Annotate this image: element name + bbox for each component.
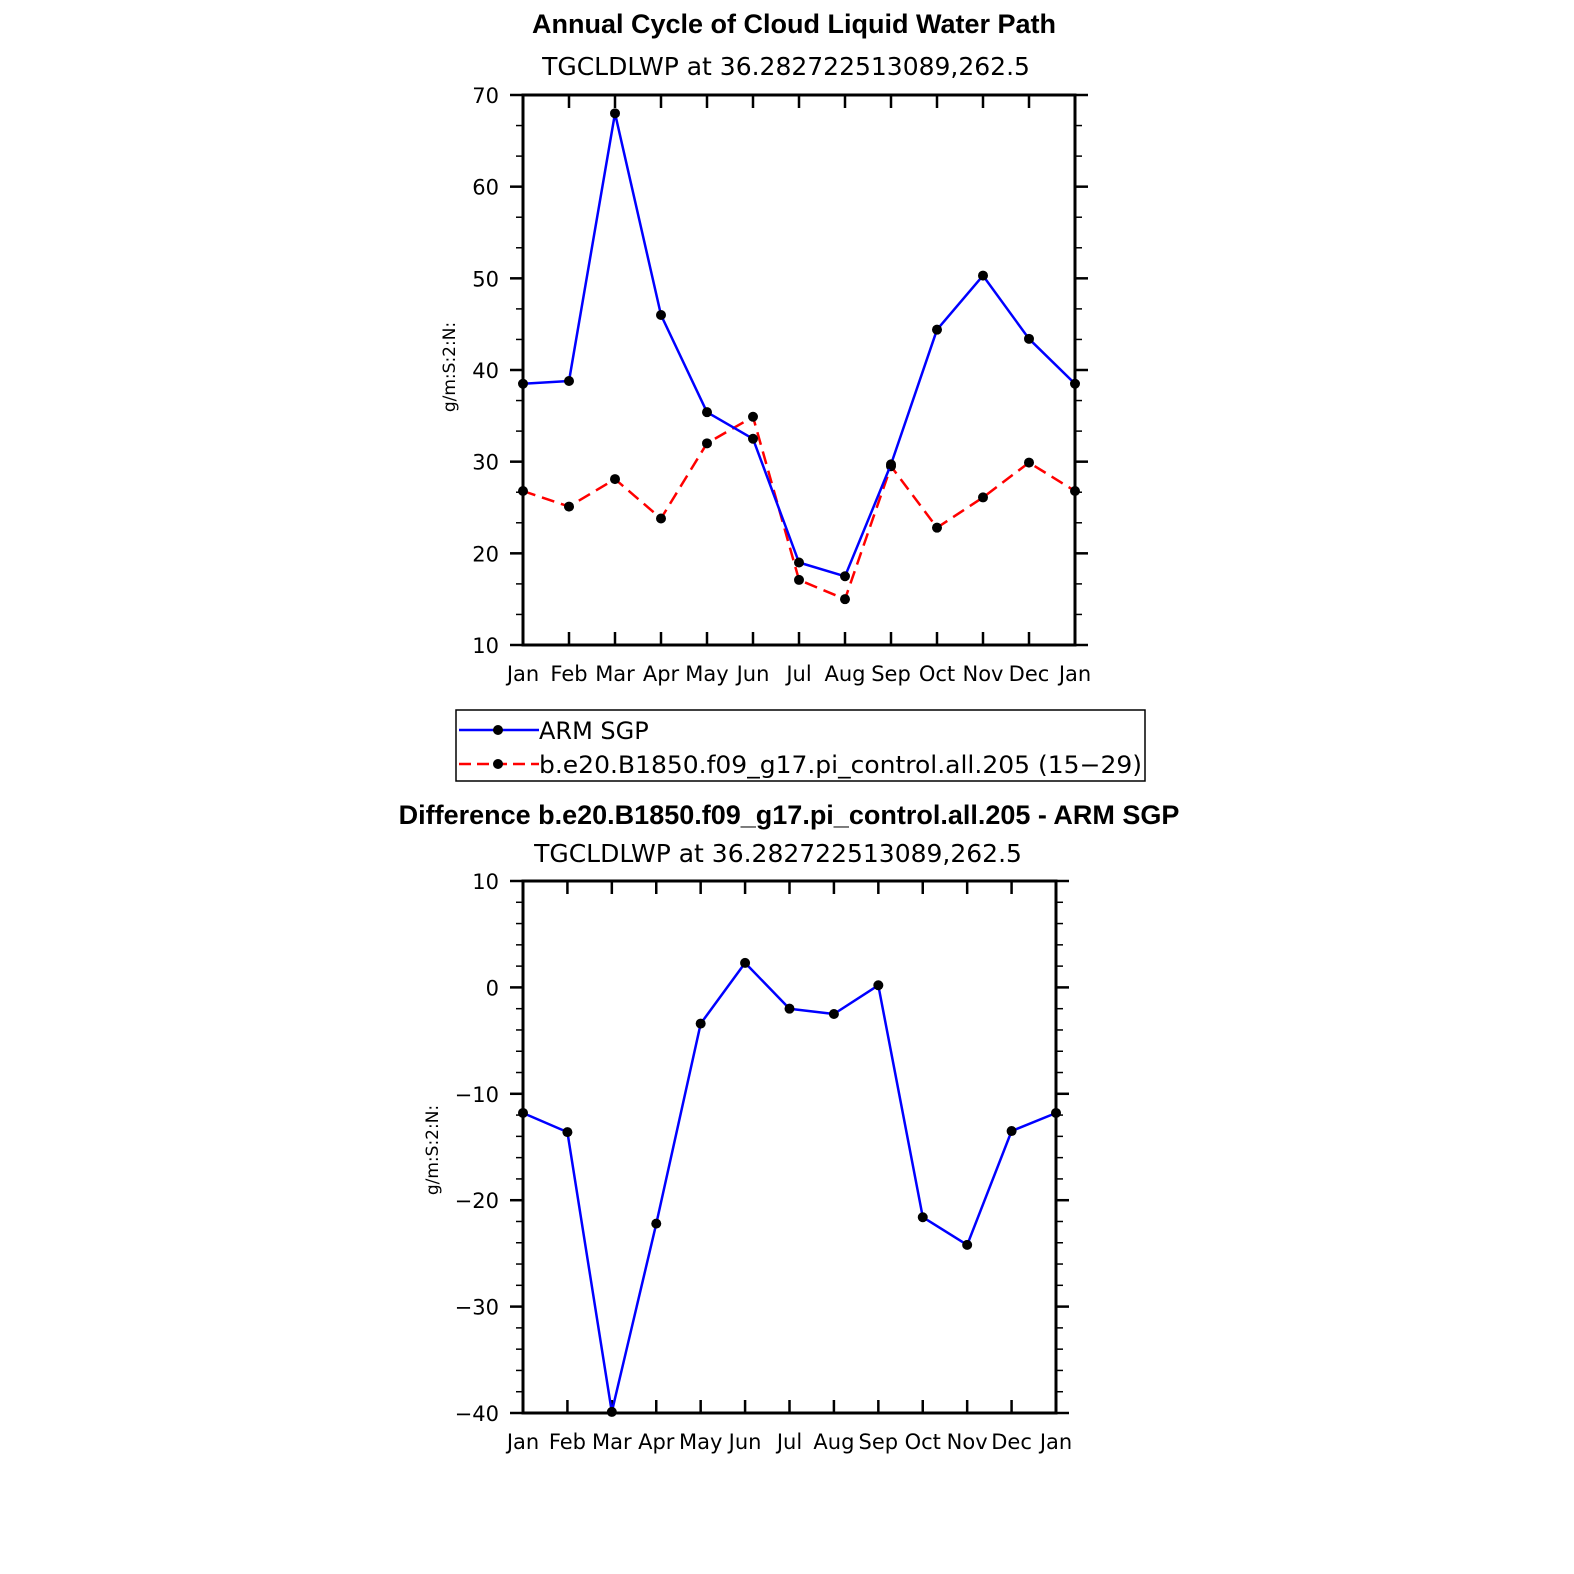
panel1-xtick-label: Mar <box>595 662 635 686</box>
panel2-series-0-point <box>917 1212 928 1223</box>
panel2-series-0-point <box>784 1003 795 1014</box>
panel2-series-0-point <box>1006 1126 1017 1137</box>
panel1-ticks: Jan Feb Mar Apr May Jun Jul Aug Sep Oct Nov Dec Jan1… <box>472 84 1091 686</box>
panel1-series-0-point <box>840 571 850 582</box>
panel1-ylabel: g/m:S:2:N: <box>440 322 460 412</box>
panel2-title: Difference b.e20.B1850.f09_g17.pi_contro… <box>399 800 1180 830</box>
panel1-xtick-label: Jan <box>505 662 539 686</box>
panel2-series-0-point <box>695 1018 706 1029</box>
panel1-ytick-label: 50 <box>472 267 499 291</box>
legend-marker-arm-sgp <box>493 725 503 735</box>
panel1-xtick-label: Feb <box>550 662 587 686</box>
panel2-xtick-label: Sep <box>859 1430 899 1454</box>
panel2-xtick-label: Mar <box>592 1430 632 1454</box>
panel2-xtick-label: Jul <box>775 1430 802 1454</box>
panel2-xtick-label: Feb <box>549 1430 586 1454</box>
panel2-xtick-label: Oct <box>905 1430 941 1454</box>
legend-marker-model <box>493 759 503 769</box>
panel1-series-1-point <box>748 411 758 422</box>
panel2-series-0-point <box>651 1218 662 1229</box>
panel1-series-1-point <box>656 513 666 524</box>
panel2-xtick-label: Jan <box>1038 1430 1072 1454</box>
legend: ARM SGP b.e20.B1850.f09_g17.pi_control.a… <box>455 709 1146 782</box>
panel2-ytick-label: −40 <box>455 1402 499 1426</box>
panel1-ytick-label: 60 <box>472 176 499 200</box>
panel1-xtick-label: May <box>685 662 728 686</box>
panel1-series-0-point <box>564 376 574 386</box>
panel2-xtick-label: May <box>679 1430 722 1454</box>
panel1-xtick-label: Apr <box>643 662 680 686</box>
panel2-ytick-label: −20 <box>455 1189 499 1213</box>
panel1-title: Annual Cycle of Cloud Liquid Water Path <box>532 9 1056 39</box>
panel1-series-0-point <box>748 433 758 444</box>
panel2-ytick-label: −10 <box>455 1083 499 1107</box>
panel1-series-1-point <box>840 594 850 605</box>
panel2-ylabel: g/m:S:2:N: <box>423 1105 443 1195</box>
legend-label-model: b.e20.B1850.f09_g17.pi_control.all.205 (… <box>539 751 1142 779</box>
panel1-ytick-label: 10 <box>472 634 499 658</box>
panel1-series-1-point <box>794 574 804 585</box>
panel1-series-0-point <box>1024 333 1034 344</box>
panel1-xtick-label: Jan <box>1057 662 1091 686</box>
panel2-xtick-label: Apr <box>638 1430 675 1454</box>
panel1-ytick-label: 20 <box>472 542 499 566</box>
legend-item-arm-sgp: ARM SGP <box>459 717 649 745</box>
panel1-xtick-label: Dec <box>1009 662 1050 686</box>
legend-item-model: b.e20.B1850.f09_g17.pi_control.all.205 (… <box>459 751 1142 779</box>
panel1-series-1-point <box>610 474 620 485</box>
panel1-xtick-label: Sep <box>871 662 911 686</box>
panel1-series-0-point <box>978 270 988 281</box>
panel2-series-0-point <box>873 980 884 991</box>
panel1-series-0-point <box>886 459 896 470</box>
panel1-ytick-label: 70 <box>472 84 499 108</box>
legend-box <box>455 709 1146 782</box>
panel2-series-0-point <box>962 1239 973 1250</box>
panel2-ytick-label: 0 <box>486 976 499 1000</box>
panel2-subtitle: TGCLDLWP at 36.282722513089,262.5 <box>533 839 1022 868</box>
panel1-series-1-point <box>702 438 712 449</box>
panel1-series-1-point <box>978 492 988 503</box>
panel2-series-0-point <box>562 1127 573 1138</box>
panel1-xtick-label: Aug <box>824 662 865 686</box>
panel2-xtick-label: Jan <box>505 1430 539 1454</box>
legend-label-arm-sgp: ARM SGP <box>539 717 649 745</box>
panel2-xtick-label: Aug <box>813 1430 854 1454</box>
panel2-xtick-label: Nov <box>947 1430 988 1454</box>
panel1-series-0-point <box>610 108 620 119</box>
panel1-series-1-point <box>564 501 574 512</box>
panel1-xtick-label: Jul <box>784 662 811 686</box>
panel1-series-0-point <box>794 557 804 568</box>
panel1-xtick-label: Oct <box>919 662 955 686</box>
annual-cycle-panel: Annual Cycle of Cloud Liquid Water Path … <box>440 9 1091 686</box>
panel1-ytick-label: 40 <box>472 359 499 383</box>
panel1-series <box>518 108 1080 605</box>
panel1-plot-frame <box>521 93 1077 647</box>
panel1-series-0-point <box>702 407 712 418</box>
panel1-xtick-label: Jun <box>735 662 770 686</box>
panel1-series-0-point <box>932 324 942 335</box>
panel1-series-1-point <box>1024 457 1034 468</box>
panel2-plot-frame <box>521 879 1058 1415</box>
panel1-series-0-point <box>656 310 666 320</box>
panel2-ytick-label: −30 <box>455 1296 499 1320</box>
panel2-ytick-label: 10 <box>472 870 499 894</box>
panel1-ytick-label: 30 <box>472 451 499 475</box>
panel1-xtick-label: Nov <box>963 662 1004 686</box>
panel1-subtitle: TGCLDLWP at 36.282722513089,262.5 <box>541 52 1030 81</box>
panel2-series-0-point <box>828 1009 839 1019</box>
panel2-series-0-point <box>740 957 751 968</box>
panel1-series-1-point <box>932 522 942 533</box>
panel2-xtick-label: Jun <box>727 1430 762 1454</box>
difference-panel: Difference b.e20.B1850.f09_g17.pi_contro… <box>399 800 1180 1454</box>
panel2-xtick-label: Dec <box>991 1430 1032 1454</box>
